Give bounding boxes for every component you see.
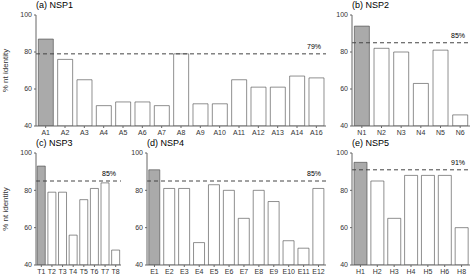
svg-text:E10: E10 [282,268,295,275]
svg-text:N6: N6 [456,129,465,136]
svg-text:80: 80 [24,187,32,194]
svg-text:H2: H2 [373,268,382,275]
svg-text:E2: E2 [165,268,174,275]
svg-text:A13: A13 [271,129,284,136]
svg-text:100: 100 [131,149,143,156]
svg-text:40: 40 [135,261,143,268]
svg-text:40: 40 [24,261,32,268]
svg-text:N3: N3 [397,129,406,136]
svg-text:E8: E8 [255,268,264,275]
svg-text:T6: T6 [90,268,98,275]
svg-text:T4: T4 [69,268,77,275]
svg-text:H3: H3 [390,268,399,275]
svg-text:H5: H5 [423,268,432,275]
svg-text:100: 100 [20,11,32,18]
svg-text:A2: A2 [61,129,70,136]
svg-text:A10: A10 [213,129,226,136]
html-text:(b) NSP2: (b) NSP2 [352,0,389,10]
svg-text:E6: E6 [225,268,234,275]
svg-text:85%: 85% [307,170,321,177]
svg-text:79%: 79% [307,43,321,50]
svg-text:A5: A5 [119,129,128,136]
svg-text:N1: N1 [357,129,366,136]
svg-text:T3: T3 [58,268,66,275]
svg-text:100: 100 [336,149,348,156]
svg-text:40: 40 [340,122,348,129]
html-text:(e) NSP5: (e) NSP5 [352,138,389,148]
svg-text:N4: N4 [416,129,425,136]
svg-text:E11: E11 [298,268,310,275]
html-text:(a) NSP1: (a) NSP1 [36,0,73,10]
svg-text:60: 60 [340,224,348,231]
svg-text:80: 80 [340,48,348,55]
svg-text:A12: A12 [252,129,265,136]
svg-text:E12: E12 [312,268,325,275]
svg-text:% nt identity: % nt identity [8,49,10,93]
svg-text:% nt identity: % nt identity [8,187,10,231]
svg-text:A11: A11 [233,129,245,136]
svg-text:T8: T8 [112,268,120,275]
svg-text:T5: T5 [80,268,88,275]
svg-text:A6: A6 [138,129,147,136]
svg-text:60: 60 [135,224,143,231]
html-text:(c) NSP3: (c) NSP3 [36,138,73,148]
svg-text:A1: A1 [41,129,50,136]
svg-text:A8: A8 [177,129,186,136]
svg-text:T2: T2 [48,268,56,275]
svg-text:T7: T7 [101,268,109,275]
svg-text:H4: H4 [407,268,416,275]
svg-text:40: 40 [24,122,32,129]
svg-text:E9: E9 [270,268,279,275]
svg-text:A4: A4 [99,129,108,136]
svg-text:80: 80 [24,48,32,55]
svg-text:A7: A7 [157,129,166,136]
svg-text:40: 40 [340,261,348,268]
svg-text:E1: E1 [150,268,159,275]
svg-text:H1: H1 [356,268,365,275]
svg-text:85%: 85% [102,170,116,177]
svg-text:100: 100 [20,149,32,156]
svg-text:91%: 91% [451,159,465,166]
svg-text:A16: A16 [310,129,323,136]
svg-text:E5: E5 [210,268,219,275]
svg-text:A14: A14 [291,129,304,136]
svg-text:E7: E7 [240,268,249,275]
svg-text:80: 80 [340,187,348,194]
svg-text:A3: A3 [80,129,89,136]
svg-text:100: 100 [336,11,348,18]
svg-text:H6: H6 [440,268,449,275]
svg-text:60: 60 [340,85,348,92]
svg-text:85%: 85% [451,32,465,39]
svg-text:N2: N2 [377,129,386,136]
html-text:(d) NSP4: (d) NSP4 [147,138,184,148]
svg-text:H8: H8 [457,268,466,275]
svg-text:60: 60 [24,224,32,231]
svg-text:E4: E4 [195,268,204,275]
svg-text:60: 60 [24,85,32,92]
svg-text:80: 80 [135,187,143,194]
svg-text:N5: N5 [436,129,445,136]
svg-text:T1: T1 [37,268,45,275]
svg-text:A9: A9 [196,129,205,136]
svg-text:E3: E3 [180,268,189,275]
